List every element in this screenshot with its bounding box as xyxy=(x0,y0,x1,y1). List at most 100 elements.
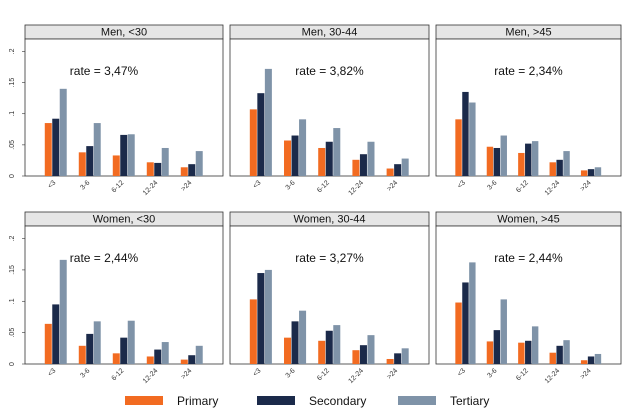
bar-primary xyxy=(180,359,188,364)
bar-tertiary xyxy=(594,167,602,176)
bar-tertiary xyxy=(333,325,341,364)
panel-title: Men, 30-44 xyxy=(302,27,358,39)
x-tick-label: 3-6 xyxy=(486,179,498,191)
bar-primary xyxy=(455,302,462,364)
bar-tertiary xyxy=(367,335,375,364)
legend-label-tertiary: Tertiary xyxy=(450,394,489,408)
bar-tertiary xyxy=(93,123,101,176)
rate-annotation: rate = 3,27% xyxy=(295,251,364,265)
panel-title: Men, <30 xyxy=(101,27,147,39)
bar-secondary xyxy=(587,356,595,364)
bar-secondary xyxy=(291,135,299,176)
y-tick-label: 0 xyxy=(9,174,16,178)
panel-title: Women, 30-44 xyxy=(294,214,366,226)
y-tick-label: .2 xyxy=(9,236,16,242)
x-tick-label: 12-24 xyxy=(348,367,366,385)
x-tick-label: <3 xyxy=(47,367,58,378)
x-tick-label: <3 xyxy=(47,179,58,190)
rate-annotation: rate = 2,44% xyxy=(494,251,563,265)
x-tick-label: >24 xyxy=(386,179,399,192)
rate-annotation: rate = 2,44% xyxy=(70,251,139,265)
bar-secondary xyxy=(325,141,333,176)
bar-secondary xyxy=(394,164,402,176)
bar-secondary xyxy=(525,143,532,176)
bar-primary xyxy=(580,170,588,176)
x-tick-label: 12-24 xyxy=(544,179,562,197)
bar-tertiary xyxy=(563,340,570,364)
x-tick-label: >24 xyxy=(579,179,592,192)
legend-swatch-primary xyxy=(125,396,163,405)
bar-tertiary xyxy=(401,348,409,364)
y-tick-label: .15 xyxy=(9,78,16,88)
bar-secondary xyxy=(359,345,367,364)
x-tick-label: 3-6 xyxy=(486,367,498,379)
y-tick-label: .2 xyxy=(9,48,16,54)
bar-secondary xyxy=(120,337,128,364)
bar-primary xyxy=(146,162,154,176)
bar-secondary xyxy=(359,154,367,176)
bar-tertiary xyxy=(161,147,169,176)
bar-secondary xyxy=(154,349,162,364)
bar-primary xyxy=(549,352,556,364)
bar-secondary xyxy=(556,159,563,176)
y-tick-label: .05 xyxy=(9,140,16,150)
bar-tertiary xyxy=(195,151,203,176)
x-tick-label: >24 xyxy=(579,367,592,380)
x-tick-label: 3-6 xyxy=(79,179,91,191)
panel-4: Women, 30-44 <3 3-6 6-12 12-24 >24 rate = 3,27… xyxy=(229,211,430,385)
bar-primary xyxy=(518,342,525,364)
x-tick-label: >24 xyxy=(386,367,399,380)
x-tick-label: <3 xyxy=(457,179,468,190)
x-tick-label: 12-24 xyxy=(544,367,562,385)
bar-secondary xyxy=(86,333,94,364)
panel-1: Men, 30-44 <3 3-6 6-12 12-24 >24 rate = 3,82% xyxy=(229,24,430,197)
bar-tertiary xyxy=(531,141,539,176)
bar-tertiary xyxy=(469,102,476,176)
bar-tertiary xyxy=(59,88,67,176)
bar-tertiary xyxy=(127,134,135,176)
bar-primary xyxy=(180,167,188,176)
bar-tertiary xyxy=(161,342,169,364)
panel-title: Women, >45 xyxy=(497,214,559,226)
bar-primary xyxy=(146,356,154,364)
bar-secondary xyxy=(188,164,196,176)
bar-tertiary xyxy=(264,68,272,176)
legend-swatch-tertiary xyxy=(398,396,436,405)
bar-secondary xyxy=(86,146,94,176)
x-tick-label: 6-12 xyxy=(111,179,126,194)
y-tick-label: 0 xyxy=(9,362,16,366)
bar-tertiary xyxy=(333,128,341,176)
bar-tertiary xyxy=(594,353,602,364)
panel-0: Men, <30 0 .05 .1 .15 .2 <3 3-6 6-12 12-24 >24 rate… xyxy=(9,24,224,197)
x-tick-label: 12-24 xyxy=(142,179,160,197)
x-tick-label: <3 xyxy=(252,179,263,190)
bar-tertiary xyxy=(531,326,539,364)
rate-annotation: rate = 3,47% xyxy=(70,64,139,78)
x-tick-label: <3 xyxy=(252,367,263,378)
bar-tertiary xyxy=(469,262,476,364)
bar-primary xyxy=(386,358,394,364)
x-tick-label: 6-12 xyxy=(515,367,530,382)
bar-primary xyxy=(249,109,257,176)
x-tick-label: >24 xyxy=(180,367,193,380)
y-tick-label: .15 xyxy=(9,265,16,275)
bar-primary xyxy=(318,340,326,364)
bar-tertiary xyxy=(500,299,507,364)
bar-tertiary xyxy=(500,135,507,176)
legend: Primary Secondary Tertiary xyxy=(125,394,489,408)
bar-primary xyxy=(284,337,292,364)
panel-5: Women, >45 <3 3-6 6-12 12-24 >24 rate = 2,44% xyxy=(435,211,622,385)
bar-tertiary xyxy=(59,259,67,364)
bar-secondary xyxy=(257,93,265,176)
x-tick-label: 6-12 xyxy=(316,179,331,194)
bar-tertiary xyxy=(195,345,203,364)
rate-annotation: rate = 2,34% xyxy=(494,64,563,78)
bar-secondary xyxy=(493,330,501,364)
bar-tertiary xyxy=(299,119,307,176)
bar-secondary xyxy=(154,162,162,176)
bar-secondary xyxy=(493,147,501,176)
x-tick-label: 3-6 xyxy=(79,367,91,379)
bar-primary xyxy=(44,123,52,176)
bar-secondary xyxy=(525,340,532,364)
bar-primary xyxy=(112,155,120,176)
